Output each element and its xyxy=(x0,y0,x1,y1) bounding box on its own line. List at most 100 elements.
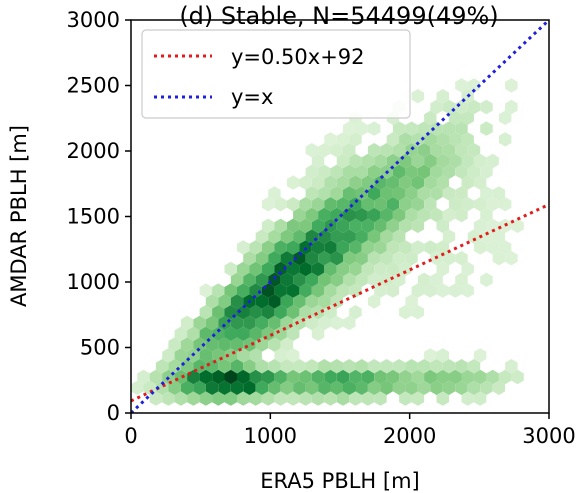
hexbin-cell xyxy=(311,369,325,385)
hexbin-cell xyxy=(311,218,325,233)
hexbin-cell xyxy=(473,153,487,169)
hexbin-cell xyxy=(436,240,449,255)
hexbin-cell xyxy=(455,251,468,266)
hexbin-cell xyxy=(343,121,356,136)
y-axis: 0 500 1000 1500 2000 2500 3000 xyxy=(67,8,131,425)
hexbin-cell xyxy=(417,164,431,179)
hexbin-cell xyxy=(324,197,337,212)
hexbin-cell xyxy=(318,207,331,223)
hexbin-cell xyxy=(392,207,406,223)
hexbin-cell xyxy=(212,283,225,298)
hexbin-cell xyxy=(280,229,294,244)
hexbin-cell xyxy=(442,186,456,201)
hexbin-cell xyxy=(274,218,287,233)
hexbin-cell xyxy=(224,283,237,298)
hexbin-cell xyxy=(467,380,481,395)
hexbin-cell xyxy=(442,207,456,223)
hexbin-cell xyxy=(218,380,231,395)
hexbin-cell xyxy=(187,326,200,341)
hexbin-cell xyxy=(255,272,269,287)
hexbin-cell xyxy=(399,261,412,277)
hexbin-cell xyxy=(492,186,506,201)
hexbin-cell xyxy=(430,186,443,201)
hexbin-cell xyxy=(268,315,281,331)
hexbin-cell xyxy=(405,207,418,223)
hexbin-cell xyxy=(336,283,350,298)
hexbin-cell xyxy=(480,99,493,115)
hexbin-cell xyxy=(249,326,262,341)
hexbin-cell xyxy=(336,175,350,190)
hexbin-cell xyxy=(386,175,400,190)
hexbin-cell xyxy=(486,369,499,385)
hexbin-cell xyxy=(374,240,387,255)
hexbin-cell xyxy=(349,197,362,212)
hexbin-cell xyxy=(336,240,350,255)
hexbin-cell xyxy=(162,348,175,363)
hexbin-cell xyxy=(299,391,312,406)
x-tick-label: 2000 xyxy=(383,424,436,448)
hexbin-cell xyxy=(305,380,319,395)
hexbin-cell xyxy=(280,359,294,374)
hexbin-cell xyxy=(374,197,387,212)
hexbin-cell xyxy=(436,391,449,406)
hexbin-cell xyxy=(399,391,412,406)
hexbin-cell xyxy=(361,218,375,233)
hexbin-cell xyxy=(230,380,244,395)
hexbin-cell xyxy=(305,143,319,158)
hexbin-cell xyxy=(380,143,393,158)
hexbin-cell xyxy=(355,186,368,201)
hexbin-cell xyxy=(293,359,306,374)
hexbin-cell xyxy=(505,359,518,374)
hexbin-cell xyxy=(311,326,325,341)
hexbin-cell xyxy=(455,186,468,201)
hexbin-cell xyxy=(318,294,331,309)
hexbin-cell xyxy=(374,391,387,406)
hexbin-cell xyxy=(243,315,256,331)
hexbin-cell xyxy=(293,380,306,395)
hexbin-cell xyxy=(349,153,362,169)
hexbin-cell xyxy=(355,121,368,136)
hexbin-cell xyxy=(199,305,213,320)
hexbin-cell xyxy=(199,369,213,385)
hexbin-cell xyxy=(411,132,425,147)
hexbin-cell xyxy=(131,380,144,395)
hexbin-cell xyxy=(505,251,518,266)
hexbin-cell xyxy=(336,197,350,212)
identity-line xyxy=(131,20,549,413)
hexbin-cell xyxy=(424,240,437,255)
hexbin-cell xyxy=(361,391,375,406)
hexbin-cell xyxy=(212,391,225,406)
hexbin-cell xyxy=(417,121,431,136)
hexbin-cell xyxy=(374,369,387,385)
hexbin-cell xyxy=(455,143,468,158)
hexbin-cell xyxy=(305,272,319,287)
hexbin-cell xyxy=(318,164,331,179)
hexbin-cell xyxy=(305,359,319,374)
hexbin-cell xyxy=(230,359,244,374)
hexbin-cell xyxy=(268,359,281,374)
hexbin-cell xyxy=(380,229,393,244)
hexbin-cell xyxy=(405,359,418,374)
hexbin-cell xyxy=(305,207,319,223)
hexbin-cell xyxy=(280,380,294,395)
hexbin-cell xyxy=(237,261,250,277)
hexbin-cell xyxy=(336,369,350,385)
hexbin-cell xyxy=(461,261,474,277)
hexbin-cell xyxy=(361,153,375,169)
hexbin-cell xyxy=(199,348,213,363)
hexbin-cell xyxy=(498,369,512,385)
hexbin-cell xyxy=(361,240,375,255)
hexbin-cell xyxy=(237,348,250,363)
hexbin-cell xyxy=(268,380,281,395)
hexbin-cell xyxy=(349,240,362,255)
hexbin-cell xyxy=(149,369,163,385)
hexbin-cell xyxy=(424,110,437,125)
hexbin-cell xyxy=(193,380,206,395)
hexbin-cell xyxy=(430,143,443,158)
hexbin-cell xyxy=(467,99,481,115)
hexbin-cell xyxy=(243,380,256,395)
hexbin-cell xyxy=(405,121,418,136)
y-tick-label: 1500 xyxy=(67,205,120,229)
hexbin-cell xyxy=(224,391,237,406)
hexbin-cell xyxy=(349,261,362,277)
